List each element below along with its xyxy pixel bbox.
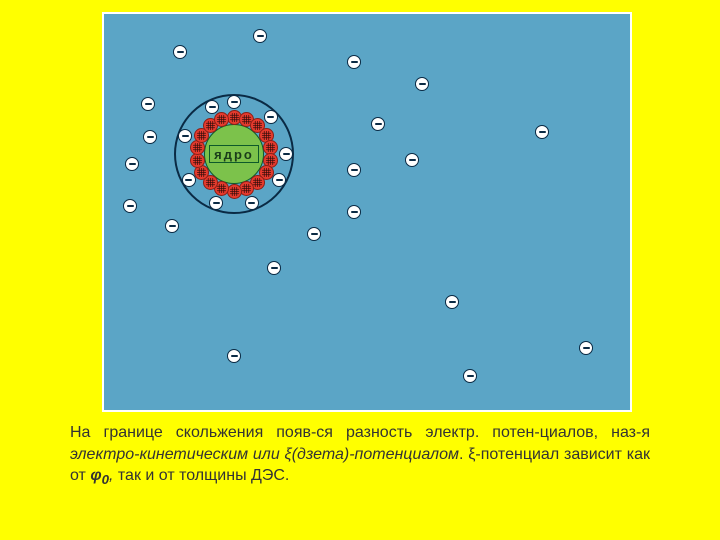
positive-ion [190, 153, 205, 168]
caption-text: На границе скольжения появ-ся разность э… [70, 422, 650, 489]
negative-ion [279, 147, 293, 161]
negative-ion [123, 199, 137, 213]
caption-seg-6: , [109, 467, 118, 484]
negative-ion [125, 157, 139, 171]
core-label: ядро [214, 148, 254, 161]
caption-phi-sub: 0 [102, 472, 109, 487]
negative-ion [165, 219, 179, 233]
negative-ion [347, 55, 361, 69]
negative-ion [371, 117, 385, 131]
slide: ядро На границе скольжения появ-ся разно… [0, 0, 720, 540]
negative-ion [307, 227, 321, 241]
negative-ion [173, 45, 187, 59]
negative-ion [463, 369, 477, 383]
negative-ion [253, 29, 267, 43]
positive-ion [214, 112, 229, 127]
negative-ion [347, 163, 361, 177]
diagram-area: ядро [102, 12, 632, 412]
caption-seg-2: электро-кинетическим или ξ(дзета)-потенц… [70, 446, 459, 463]
negative-ion [141, 97, 155, 111]
caption-phi: φ [90, 467, 101, 484]
negative-ion [182, 173, 196, 187]
negative-ion [347, 205, 361, 219]
negative-ion [227, 349, 241, 363]
negative-ion [579, 341, 593, 355]
negative-ion [264, 110, 278, 124]
negative-ion [143, 130, 157, 144]
negative-ion [245, 196, 259, 210]
negative-ion [209, 196, 223, 210]
negative-ion [227, 95, 241, 109]
negative-ion [445, 295, 459, 309]
negative-ion [535, 125, 549, 139]
negative-ion [272, 173, 286, 187]
caption-seg-7: так и от толщины ДЭС. [118, 467, 289, 484]
negative-ion [267, 261, 281, 275]
negative-ion [415, 77, 429, 91]
negative-ion [205, 100, 219, 114]
caption-seg-1: На границе скольжения появ-ся разность э… [70, 424, 650, 441]
core-label-box: ядро [209, 145, 259, 163]
negative-ion [405, 153, 419, 167]
